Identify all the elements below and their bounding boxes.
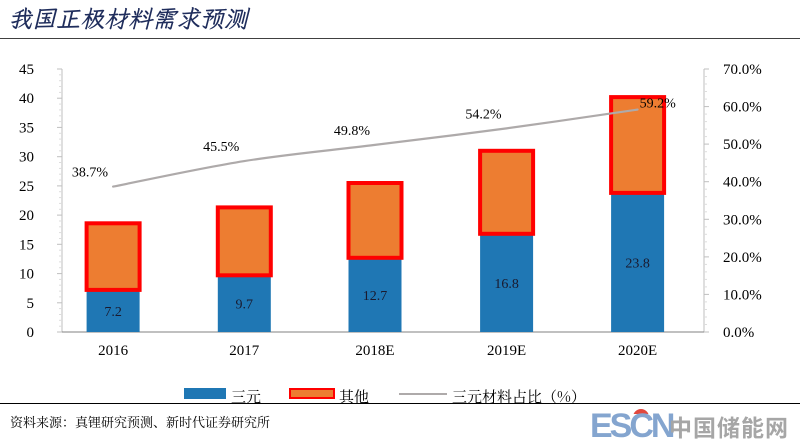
- svg-text:30.0%: 30.0%: [723, 212, 762, 228]
- svg-text:12.7: 12.7: [363, 289, 388, 304]
- svg-text:35: 35: [19, 120, 34, 136]
- svg-text:10.0%: 10.0%: [723, 287, 762, 303]
- svg-text:2018E: 2018E: [355, 343, 394, 359]
- svg-text:ESCN: ESCN: [591, 407, 674, 443]
- svg-text:2016: 2016: [98, 343, 129, 359]
- svg-text:5: 5: [27, 296, 35, 312]
- svg-text:70.0%: 70.0%: [723, 62, 762, 78]
- svg-text:9.7: 9.7: [236, 298, 254, 313]
- svg-text:20: 20: [19, 208, 34, 224]
- svg-text:0.0%: 0.0%: [723, 325, 754, 341]
- svg-text:16.8: 16.8: [494, 277, 519, 292]
- svg-text:0: 0: [27, 325, 35, 341]
- svg-text:25: 25: [19, 179, 34, 195]
- svg-text:49.8%: 49.8%: [334, 124, 371, 139]
- svg-text:中国储能网: 中国储能网: [669, 409, 789, 443]
- svg-text:38.7%: 38.7%: [72, 166, 109, 181]
- svg-text:45.5%: 45.5%: [203, 140, 240, 155]
- svg-text:54.2%: 54.2%: [465, 107, 502, 122]
- svg-text:40.0%: 40.0%: [723, 175, 762, 191]
- svg-text:2019E: 2019E: [487, 343, 526, 359]
- svg-text:7.2: 7.2: [104, 305, 122, 320]
- svg-text:50.0%: 50.0%: [723, 137, 762, 153]
- svg-text:23.8: 23.8: [625, 257, 650, 272]
- svg-text:60.0%: 60.0%: [723, 100, 762, 116]
- svg-text:15: 15: [19, 237, 34, 253]
- svg-text:59.2%: 59.2%: [640, 97, 677, 112]
- svg-text:10: 10: [19, 267, 34, 283]
- svg-text:2020E: 2020E: [618, 343, 657, 359]
- svg-text:30: 30: [19, 150, 34, 166]
- svg-text:2017: 2017: [229, 343, 260, 359]
- svg-text:45: 45: [19, 62, 34, 78]
- svg-text:20.0%: 20.0%: [723, 250, 762, 266]
- svg-text:40: 40: [19, 91, 34, 107]
